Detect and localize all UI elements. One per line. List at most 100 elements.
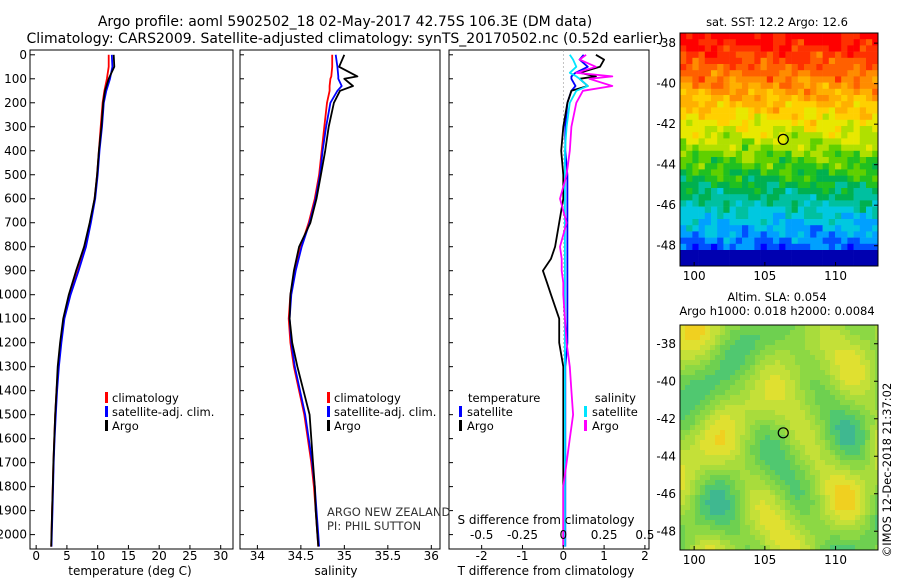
sla-cell <box>775 460 781 466</box>
sst-cell <box>766 175 774 183</box>
sst-cell <box>791 200 799 207</box>
sla-cell <box>865 490 871 496</box>
sla-cell <box>700 350 706 356</box>
sla-cell <box>795 520 801 526</box>
sla-cell <box>710 440 716 446</box>
sst-cell <box>760 200 768 207</box>
sla-cell <box>805 535 811 541</box>
sla-cell <box>695 370 701 376</box>
sla-cell <box>750 540 756 546</box>
sla-cell <box>860 325 866 331</box>
sst-cell <box>717 256 724 263</box>
sla-cell <box>725 530 731 536</box>
sla-cell <box>870 500 876 506</box>
sla-cell <box>825 545 831 550</box>
sla-cell <box>755 525 761 531</box>
sla-cell <box>845 465 851 471</box>
sla-cell <box>740 425 746 431</box>
sla-cell <box>775 475 781 481</box>
sla-cell <box>870 405 876 411</box>
sst-cell <box>704 57 712 65</box>
sst-cell <box>717 188 724 195</box>
sla-cell <box>740 450 746 456</box>
sst-cell <box>717 101 724 108</box>
sla-cell <box>790 475 796 481</box>
sst-cell <box>828 219 836 226</box>
sst-cell <box>816 33 823 40</box>
sla-cell <box>700 325 706 331</box>
sla-cell <box>720 450 726 456</box>
sst-cell <box>841 45 848 52</box>
sla-cell <box>705 400 711 406</box>
sla-cell <box>870 485 876 491</box>
sst-cell <box>760 206 768 214</box>
sst-cell <box>810 113 817 121</box>
sst-cell <box>785 243 792 251</box>
sla-cell <box>800 330 806 336</box>
sla-cell <box>710 525 716 531</box>
sst-cell <box>704 194 712 201</box>
sst-cell <box>804 39 811 46</box>
sla-cell <box>745 330 751 336</box>
sst-cell <box>804 95 811 102</box>
sst-cell <box>766 188 774 195</box>
sla-cell <box>830 460 836 466</box>
sla-cell <box>725 415 731 421</box>
sst-cell <box>835 113 842 121</box>
sst-cell <box>779 169 786 176</box>
sla-cell <box>840 385 846 391</box>
sst-cell <box>760 181 768 189</box>
sst-cell <box>835 64 842 71</box>
sst-cell <box>686 163 693 170</box>
sla-cell <box>740 380 746 386</box>
sla-cell <box>805 540 811 546</box>
sst-cell <box>859 200 867 207</box>
sla-cell <box>725 400 731 406</box>
sst-cell <box>735 39 743 46</box>
sst-cell <box>841 33 848 40</box>
sla-cell <box>835 545 841 550</box>
sst-cell <box>680 243 687 251</box>
sst-cell <box>717 169 724 176</box>
sla-cell <box>695 355 701 361</box>
sst-cell <box>735 194 743 201</box>
sla-cell <box>700 375 706 381</box>
sla-cell <box>700 540 706 546</box>
sla-cell <box>750 380 756 386</box>
sla-cell <box>860 355 866 361</box>
sst-cell <box>680 113 687 121</box>
sst-cell <box>704 181 712 189</box>
sla-cell <box>870 420 876 426</box>
sst-cell <box>742 157 749 164</box>
sla-cell <box>730 440 736 446</box>
sla-cell <box>785 340 791 346</box>
sst-cell <box>773 113 780 121</box>
sla-cell <box>875 335 878 341</box>
sst-cell <box>766 57 774 65</box>
sla-cell <box>830 385 836 391</box>
sla-cell <box>700 475 706 481</box>
sla-cell <box>830 345 836 351</box>
sla-cell <box>810 525 816 531</box>
sst-cell <box>717 262 724 266</box>
sst-cell <box>773 150 780 158</box>
sst-cell <box>729 206 737 214</box>
sst-cell <box>853 51 861 59</box>
sla-cell <box>760 450 766 456</box>
sla-cell <box>825 430 831 436</box>
sst-cell <box>692 101 699 108</box>
sla-cell <box>705 335 711 341</box>
sst-cell <box>754 107 761 114</box>
sst-cell <box>785 231 792 238</box>
sst-cell <box>828 188 836 195</box>
sst-cell <box>785 45 792 52</box>
sla-cell <box>715 495 721 501</box>
sla-cell <box>840 500 846 506</box>
sla-cell <box>840 365 846 371</box>
sla-cell <box>700 525 706 531</box>
sst-cell <box>680 76 687 83</box>
sla-cell <box>790 535 796 541</box>
sst-cell <box>723 194 730 201</box>
sla-cell <box>735 440 741 446</box>
sst-cell <box>797 212 805 220</box>
